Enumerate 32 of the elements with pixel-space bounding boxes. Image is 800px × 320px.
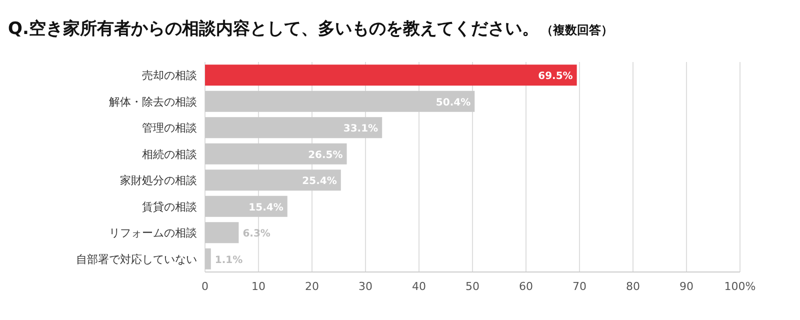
bar — [205, 90, 475, 112]
x-tick-label: 100% — [724, 280, 756, 293]
x-tick-label: 20 — [305, 280, 319, 293]
chart-subtitle: （複数回答） — [540, 23, 613, 37]
y-tick-label: 解体・除去の相談 — [109, 95, 197, 108]
data-label: 1.1% — [214, 254, 243, 266]
x-tick-label: 40 — [412, 280, 426, 293]
y-tick-label: リフォームの相談 — [109, 226, 197, 240]
x-tick-label: 10 — [252, 280, 266, 293]
bar — [205, 64, 577, 86]
bar — [205, 170, 341, 191]
y-tick-label: 相続の相談 — [142, 148, 197, 161]
data-label: 6.3% — [242, 228, 270, 240]
x-tick-label: 80 — [626, 280, 640, 293]
bar — [205, 222, 239, 244]
x-tick-label: 70 — [572, 280, 586, 293]
y-tick-label: 自部署で対応していない — [76, 252, 197, 266]
data-label: 69.5% — [538, 71, 573, 82]
x-tick-label: 90 — [680, 280, 694, 293]
bar — [205, 143, 347, 164]
bar — [205, 248, 211, 270]
chart-title: Q.空き家所有者からの相談内容として、多いものを教えてください。 — [8, 19, 539, 39]
bar — [205, 196, 288, 217]
x-tick-label: 30 — [358, 280, 372, 293]
x-tick-label: 60 — [519, 280, 533, 293]
bar — [205, 117, 382, 138]
y-tick-label: 家財処分の相談 — [120, 174, 197, 188]
y-tick-label: 管理の相談 — [142, 122, 197, 135]
x-tick-label: 0 — [202, 280, 208, 293]
y-tick-label: 売却の相談 — [142, 69, 197, 82]
x-tick-label: 50 — [466, 280, 480, 293]
y-tick-label: 賃貸の相談 — [142, 200, 197, 214]
